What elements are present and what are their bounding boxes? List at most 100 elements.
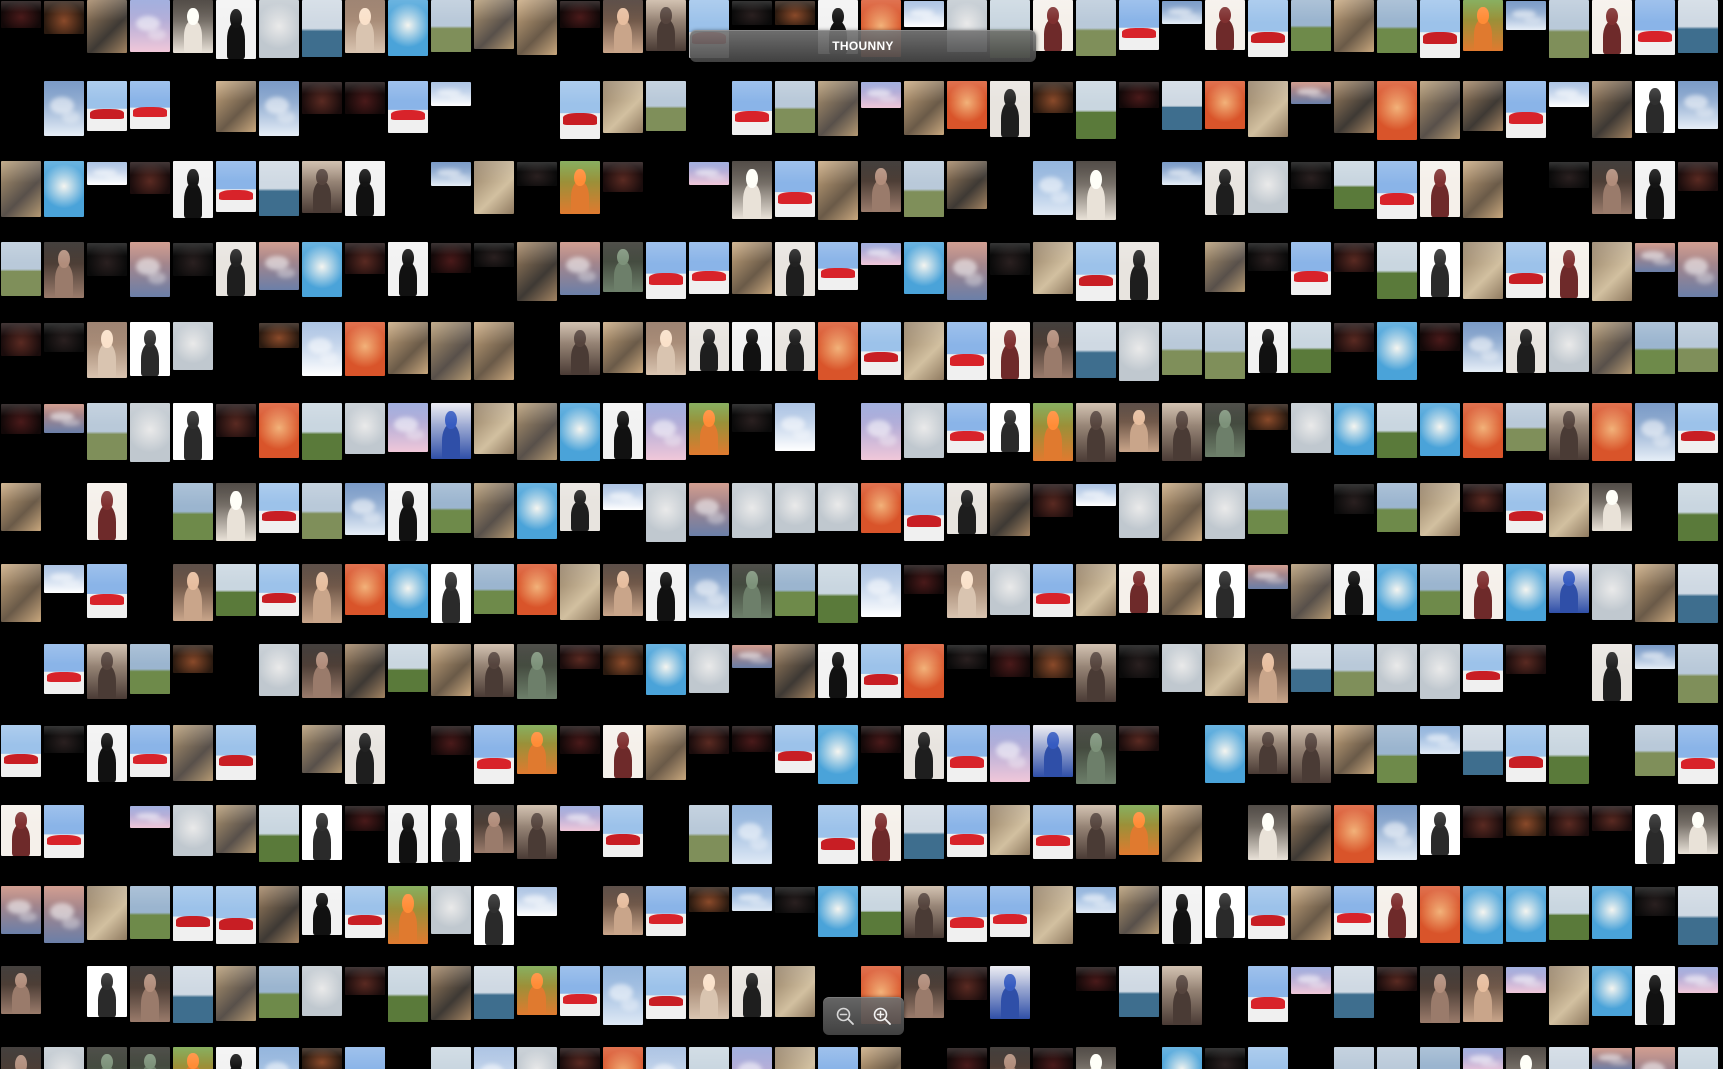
photo-thumbnail[interactable] [775, 80, 815, 133]
photo-thumbnail[interactable] [1033, 81, 1073, 113]
photo-thumbnail[interactable] [1291, 0, 1331, 51]
photo-thumbnail[interactable] [1635, 322, 1675, 374]
photo-thumbnail[interactable] [87, 402, 127, 460]
photo-thumbnail[interactable] [818, 483, 858, 531]
photo-thumbnail[interactable] [1549, 483, 1589, 537]
photo-thumbnail[interactable] [1635, 886, 1675, 916]
photo-thumbnail[interactable] [44, 564, 84, 593]
photo-thumbnail[interactable] [1162, 322, 1202, 375]
photo-thumbnail[interactable] [1033, 161, 1073, 215]
photo-thumbnail[interactable] [216, 805, 256, 853]
photo-thumbnail[interactable] [1377, 322, 1417, 380]
photo-thumbnail[interactable] [302, 966, 342, 1016]
photo-thumbnail[interactable] [732, 725, 772, 752]
photo-thumbnail[interactable] [1334, 885, 1374, 935]
photo-thumbnail[interactable] [173, 885, 213, 941]
zoom-in-button[interactable] [867, 1001, 897, 1031]
photo-thumbnail[interactable] [1463, 724, 1503, 775]
photo-thumbnail[interactable] [431, 644, 471, 696]
photo-thumbnail[interactable] [1377, 80, 1417, 140]
photo-thumbnail[interactable] [216, 885, 256, 944]
photo-thumbnail[interactable] [818, 724, 858, 784]
photo-thumbnail[interactable] [1248, 80, 1288, 137]
photo-thumbnail[interactable] [44, 805, 84, 858]
photo-thumbnail[interactable] [904, 161, 944, 217]
photo-thumbnail[interactable] [904, 322, 944, 380]
photo-thumbnail[interactable] [904, 564, 944, 594]
photo-thumbnail[interactable] [1420, 563, 1460, 615]
photo-thumbnail[interactable] [1119, 725, 1159, 751]
photo-thumbnail[interactable] [302, 161, 342, 213]
photo-thumbnail[interactable] [130, 402, 170, 462]
photo-thumbnail[interactable] [1506, 241, 1546, 298]
photo-thumbnail[interactable] [1291, 967, 1331, 994]
photo-thumbnail[interactable] [1248, 805, 1288, 860]
photo-thumbnail[interactable] [1635, 645, 1675, 669]
photo-thumbnail[interactable] [130, 80, 170, 129]
photo-thumbnail[interactable] [1291, 162, 1331, 189]
photo-thumbnail[interactable] [990, 402, 1030, 452]
photo-thumbnail[interactable] [818, 80, 858, 136]
photo-thumbnail[interactable] [990, 242, 1030, 275]
photo-thumbnail[interactable] [990, 483, 1030, 536]
photo-thumbnail[interactable] [1334, 644, 1374, 696]
photo-thumbnail[interactable] [646, 724, 686, 780]
photo-thumbnail[interactable] [345, 483, 385, 535]
photo-thumbnail[interactable] [474, 885, 514, 945]
photo-thumbnail[interactable] [1248, 885, 1288, 939]
photo-thumbnail[interactable] [1291, 885, 1331, 940]
photo-thumbnail[interactable] [345, 885, 385, 938]
photo-thumbnail[interactable] [388, 885, 428, 944]
photo-thumbnail[interactable] [1162, 805, 1202, 862]
photo-thumbnail[interactable] [1, 1, 41, 28]
photo-thumbnail[interactable] [1334, 724, 1374, 774]
photo-thumbnail[interactable] [1033, 805, 1073, 859]
photo-thumbnail[interactable] [517, 0, 557, 55]
photo-thumbnail[interactable] [388, 80, 428, 133]
photo-thumbnail[interactable] [1377, 805, 1417, 860]
photo-thumbnail[interactable] [1, 966, 41, 1014]
photo-thumbnail[interactable] [345, 806, 385, 831]
photo-thumbnail[interactable] [302, 322, 342, 376]
photo-thumbnail[interactable] [947, 80, 987, 129]
photo-thumbnail[interactable] [431, 162, 471, 186]
photo-thumbnail[interactable] [259, 1046, 299, 1069]
photo-thumbnail[interactable] [431, 885, 471, 934]
photo-thumbnail[interactable] [646, 0, 686, 51]
photo-thumbnail[interactable] [1205, 724, 1245, 783]
photo-thumbnail[interactable] [1334, 563, 1374, 615]
photo-thumbnail[interactable] [1033, 402, 1073, 461]
photo-thumbnail[interactable] [345, 1046, 385, 1069]
photo-thumbnail[interactable] [87, 0, 127, 53]
photo-thumbnail[interactable] [560, 322, 600, 375]
photo-thumbnail[interactable] [1162, 1046, 1202, 1069]
photo-thumbnail[interactable] [1033, 322, 1073, 378]
photo-thumbnail[interactable] [1463, 322, 1503, 372]
photo-thumbnail[interactable] [130, 806, 170, 828]
photo-thumbnail[interactable] [1076, 1046, 1116, 1069]
zoom-out-button[interactable] [830, 1001, 860, 1031]
photo-thumbnail[interactable] [646, 563, 686, 621]
photo-thumbnail[interactable] [904, 483, 944, 541]
photo-thumbnail[interactable] [302, 885, 342, 935]
photo-thumbnail[interactable] [1377, 241, 1417, 299]
photo-thumbnail[interactable] [431, 242, 471, 273]
photo-thumbnail[interactable] [1506, 483, 1546, 533]
photo-thumbnail[interactable] [689, 886, 729, 912]
photo-thumbnail[interactable] [302, 483, 342, 539]
photo-thumbnail[interactable] [1549, 806, 1589, 836]
photo-thumbnail[interactable] [732, 886, 772, 911]
photo-thumbnail[interactable] [560, 161, 600, 214]
photo-thumbnail[interactable] [1205, 644, 1245, 696]
photo-thumbnail[interactable] [904, 80, 944, 135]
photo-thumbnail[interactable] [646, 885, 686, 936]
photo-thumbnail[interactable] [1506, 724, 1546, 782]
photo-thumbnail[interactable] [861, 161, 901, 212]
photo-thumbnail[interactable] [1119, 563, 1159, 613]
photo-thumbnail[interactable] [1463, 80, 1503, 131]
photo-thumbnail[interactable] [517, 483, 557, 539]
photo-thumbnail[interactable] [1334, 484, 1374, 514]
photo-thumbnail[interactable] [1635, 563, 1675, 622]
photo-thumbnail[interactable] [1205, 563, 1245, 618]
photo-thumbnail[interactable] [345, 242, 385, 274]
